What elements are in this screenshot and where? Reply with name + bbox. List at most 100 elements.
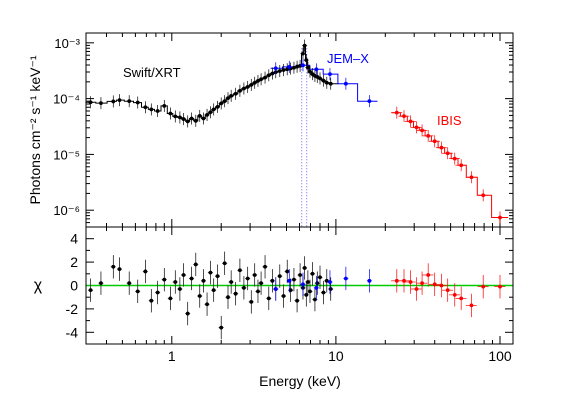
data-point xyxy=(168,111,173,116)
data-point xyxy=(222,99,227,104)
data-point xyxy=(135,289,140,294)
data-point xyxy=(277,274,282,279)
data-point xyxy=(281,294,286,298)
data-point xyxy=(208,270,213,275)
data-point xyxy=(292,277,296,282)
data-point xyxy=(318,275,322,280)
data-point xyxy=(252,80,257,85)
spectrum-panel-ticks: 10⁻⁶ 10⁻⁵ 10⁻⁴ 10⁻³ xyxy=(53,33,513,228)
data-point xyxy=(205,113,209,117)
data-point xyxy=(229,280,234,284)
data-point xyxy=(452,292,457,297)
data-point xyxy=(328,81,333,86)
data-point xyxy=(222,261,227,266)
data-point xyxy=(155,109,160,113)
data-point xyxy=(173,280,178,284)
data-point xyxy=(241,285,246,290)
data-point xyxy=(168,296,173,301)
data-point xyxy=(308,69,312,74)
data-point xyxy=(249,83,254,87)
data-point xyxy=(99,281,103,286)
data-point xyxy=(302,266,307,270)
data-point xyxy=(420,281,424,286)
data-point xyxy=(189,116,194,121)
data-point xyxy=(117,267,122,272)
data-point xyxy=(181,117,186,121)
data-point xyxy=(302,43,307,48)
data-point xyxy=(127,281,132,286)
data-point xyxy=(135,100,140,105)
data-point xyxy=(318,76,322,81)
data-point xyxy=(343,276,348,281)
data-point xyxy=(321,78,326,83)
data-point xyxy=(367,278,372,283)
data-point xyxy=(241,86,246,91)
y-tick-label: 10⁻⁴ xyxy=(53,92,80,107)
data-point xyxy=(215,105,220,109)
model-line xyxy=(391,112,509,218)
data-point xyxy=(238,88,242,93)
data-point xyxy=(263,75,267,80)
data-point xyxy=(305,280,310,284)
data-point xyxy=(304,58,309,63)
data-point xyxy=(259,281,263,286)
data-point xyxy=(270,278,275,283)
data-point xyxy=(229,93,234,98)
data-point xyxy=(266,73,271,78)
data-point xyxy=(281,68,286,72)
data-point xyxy=(498,215,502,220)
data-point xyxy=(155,290,160,295)
data-point xyxy=(201,116,206,121)
data-point xyxy=(215,274,220,279)
data-point xyxy=(226,96,230,101)
data-point xyxy=(277,69,282,73)
data-point xyxy=(211,288,216,293)
data-point xyxy=(117,98,122,103)
data-point xyxy=(208,110,213,115)
data-point xyxy=(469,303,474,308)
y-tick-label: 0 xyxy=(70,278,78,294)
data-point xyxy=(238,268,242,273)
data-point xyxy=(143,105,148,110)
data-point xyxy=(259,77,263,82)
data-point xyxy=(408,119,413,124)
data-point xyxy=(315,281,320,286)
data-point xyxy=(298,273,302,277)
data-point xyxy=(301,63,305,68)
y-tick-label: 10⁻⁵ xyxy=(53,147,80,162)
data-point xyxy=(219,325,224,330)
data-point xyxy=(197,114,202,118)
x-axis-label: Energy (keV) xyxy=(259,373,341,389)
data-point xyxy=(211,107,216,112)
y-tick-label: 2 xyxy=(70,254,78,270)
x-tick-label: 1 xyxy=(168,348,176,364)
data-point xyxy=(173,114,178,119)
y-tick-label: 4 xyxy=(70,231,78,247)
data-point xyxy=(481,193,486,198)
data-point xyxy=(245,85,250,89)
data-point xyxy=(426,273,431,277)
data-point xyxy=(111,264,116,269)
data-point xyxy=(394,110,399,115)
data-point xyxy=(99,101,103,106)
data-point xyxy=(288,288,293,293)
data-point xyxy=(432,282,437,287)
data-point xyxy=(498,284,502,289)
data-point xyxy=(226,295,230,300)
x-tick-label: 100 xyxy=(488,348,512,364)
data-point xyxy=(285,269,290,274)
data-point xyxy=(304,292,309,297)
data-point xyxy=(88,100,93,105)
y-tick-label: 10⁻⁶ xyxy=(53,203,80,218)
data-point xyxy=(270,71,275,76)
data-point xyxy=(185,119,190,124)
data-point xyxy=(287,278,292,283)
data-point xyxy=(201,278,206,283)
data-point xyxy=(481,284,486,289)
data-point xyxy=(219,101,224,106)
residual-panel-frame xyxy=(85,226,514,345)
data-point xyxy=(308,289,312,294)
data-point xyxy=(177,115,182,120)
data-point xyxy=(394,278,399,283)
data-point xyxy=(321,290,326,295)
